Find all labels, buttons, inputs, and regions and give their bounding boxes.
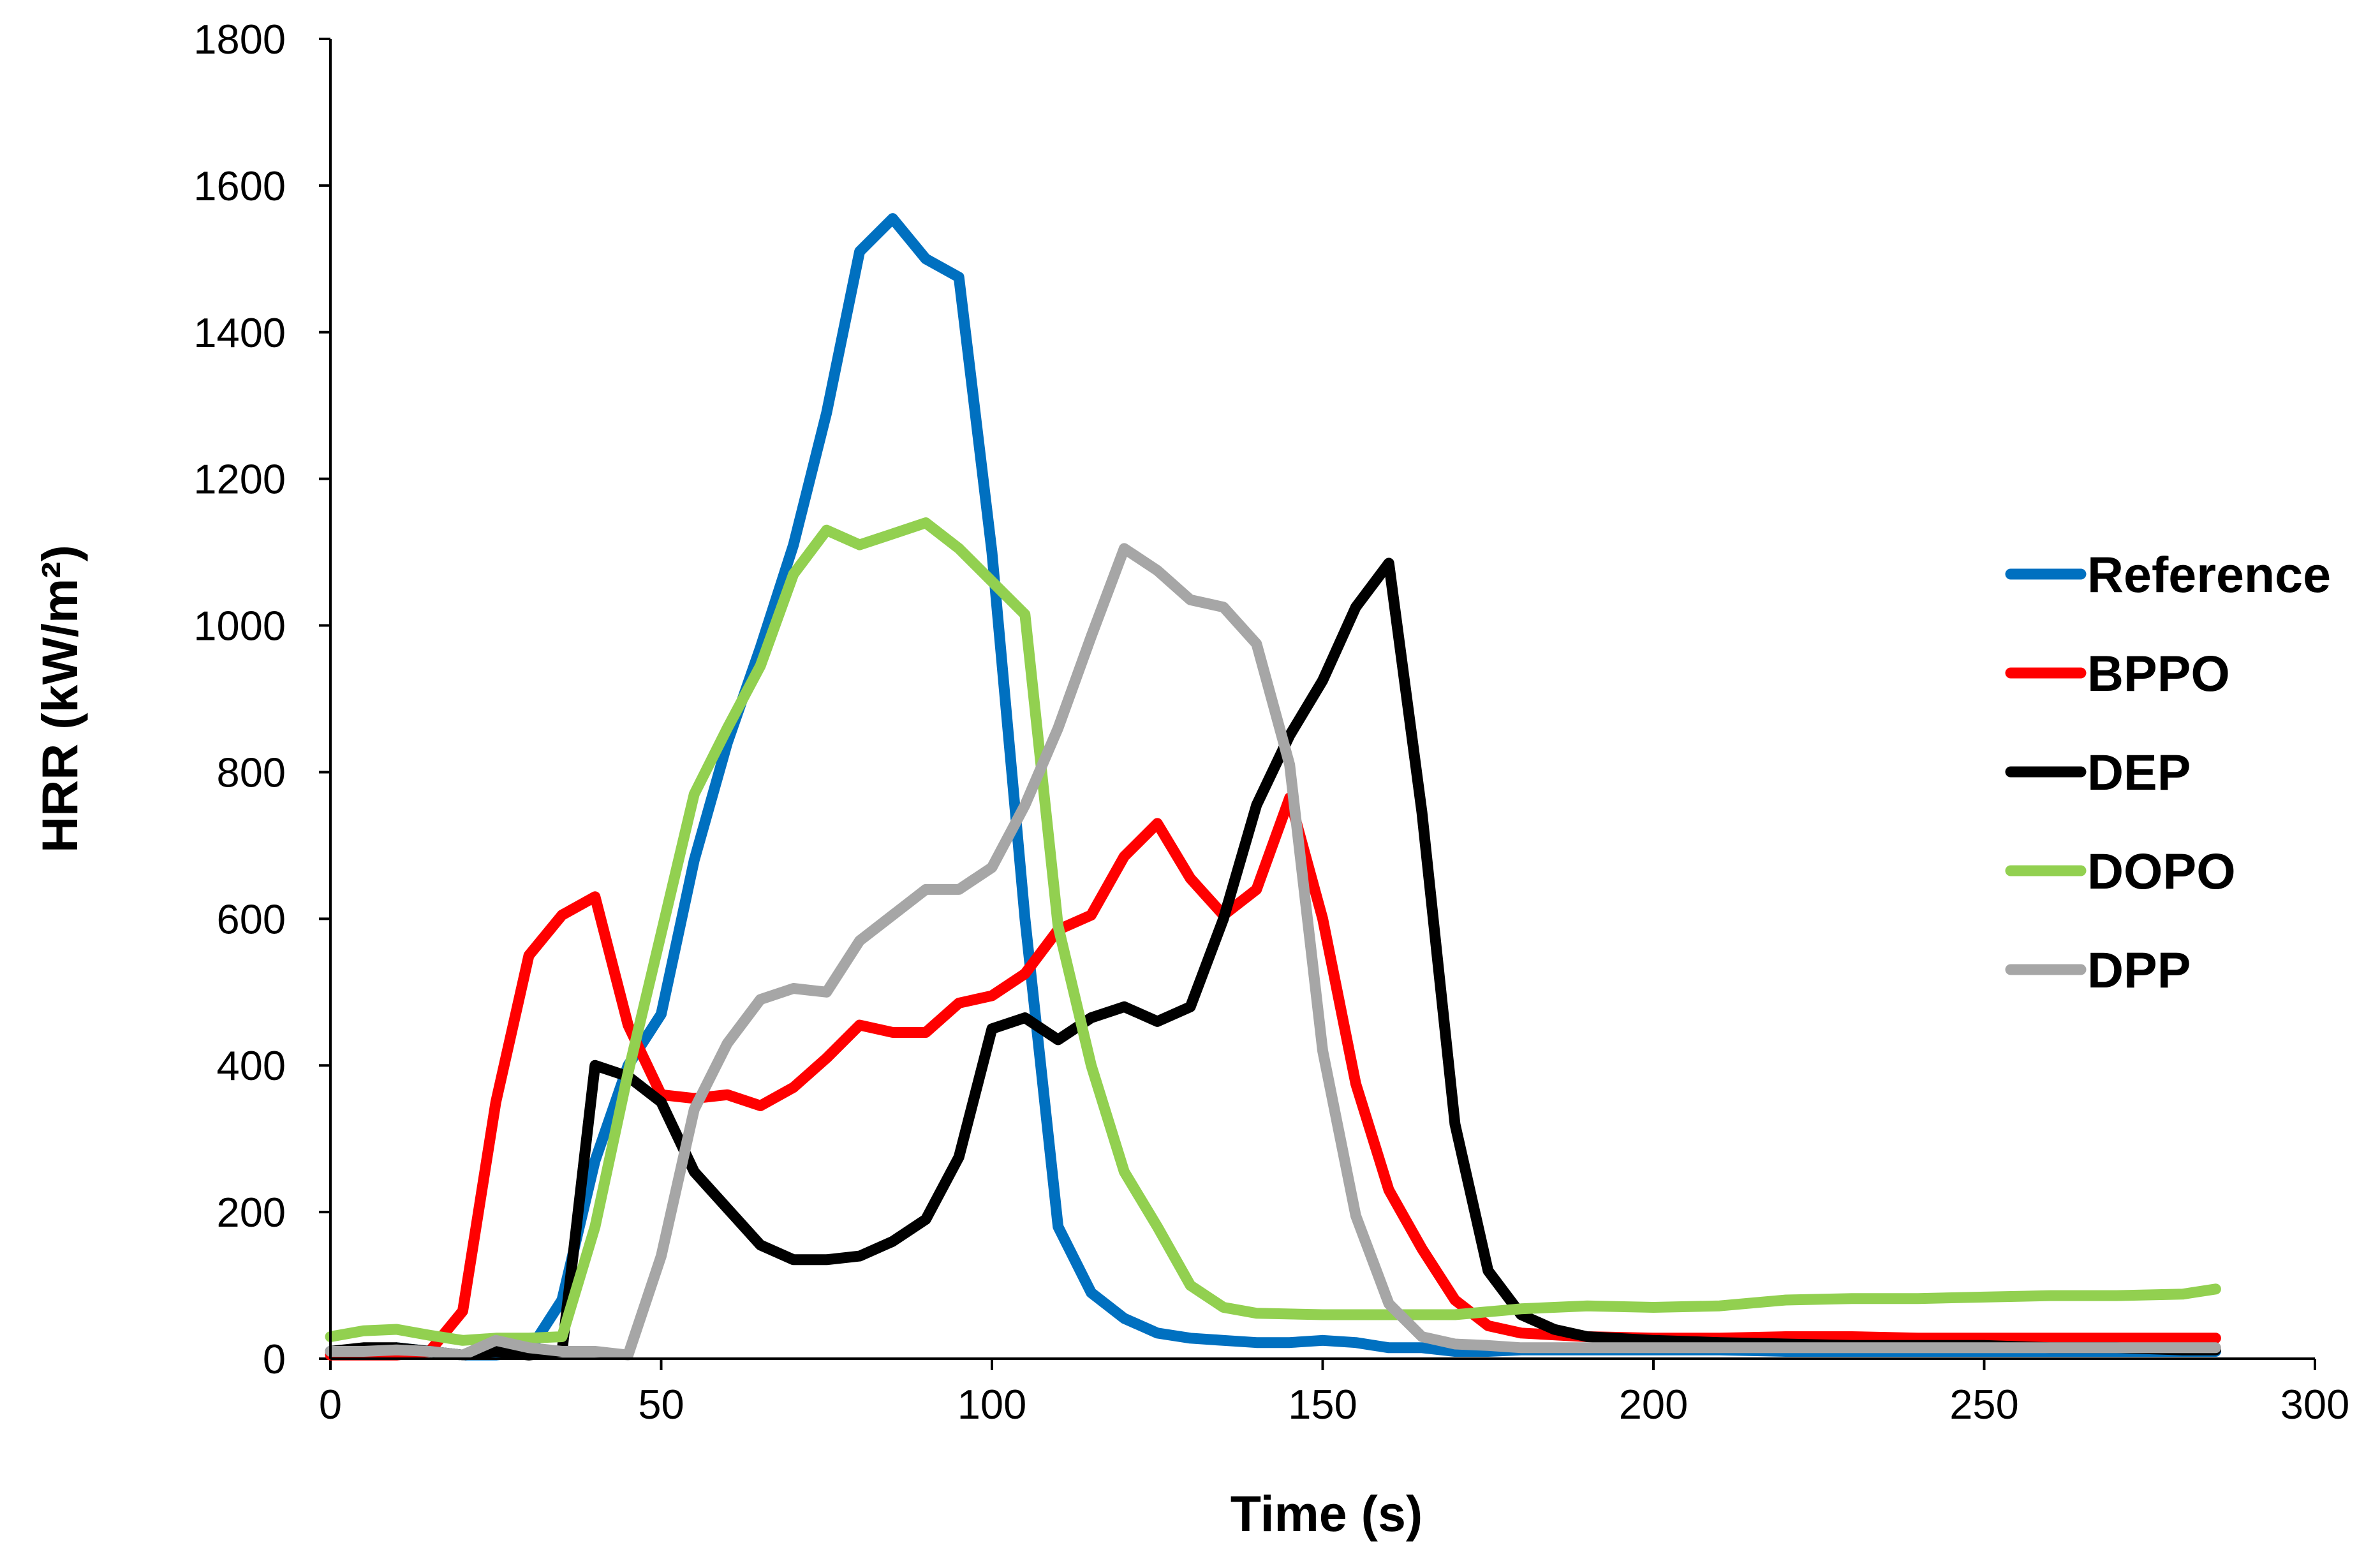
x-tick-label: 100: [957, 1381, 1026, 1428]
legend-item-reference: Reference: [2005, 546, 2331, 603]
y-tick-label: 1000: [193, 603, 286, 649]
y-tick-label: 800: [217, 749, 286, 795]
y-tick-label: 1400: [193, 309, 286, 356]
y-tick-label: 400: [217, 1042, 286, 1089]
x-tick-label: 150: [1288, 1381, 1357, 1428]
legend-item-dep: DEP: [2005, 744, 2191, 801]
y-tick-label: 0: [263, 1336, 286, 1382]
legend-label: BPPO: [2087, 645, 2230, 702]
y-tick-label: 600: [217, 896, 286, 942]
legend-label: DEP: [2087, 744, 2191, 801]
legend-label: Reference: [2087, 546, 2331, 603]
x-tick-label: 0: [319, 1381, 342, 1428]
series-line-dopo: [325, 517, 2221, 1346]
x-tick-label: 250: [1949, 1381, 2018, 1428]
y-tick-label: 200: [217, 1189, 286, 1236]
legend-item-dopo: DOPO: [2005, 843, 2236, 899]
legend: Reference BPPO DEP DOPO DPP: [2005, 546, 2331, 998]
series-line-reference: [325, 213, 2221, 1361]
y-axis-title: HRR (kW/m²): [31, 545, 88, 853]
y-tick-label: 1800: [193, 16, 286, 63]
legend-item-dpp: DPP: [2005, 942, 2191, 998]
legend-item-bppo: BPPO: [2005, 645, 2230, 702]
x-tick-label: 300: [2280, 1381, 2349, 1428]
x-tick-label: 200: [1619, 1381, 1688, 1428]
x-tick-label: 50: [638, 1381, 684, 1428]
y-axis-ticks: 0 200 400 600 800 1000 1200 1400 1600 1800: [193, 16, 330, 1382]
x-axis-ticks: 0 50 100 150 200 250 300: [319, 1359, 2349, 1428]
y-tick-label: 1600: [193, 163, 286, 209]
x-axis-title: Time (s): [1231, 1485, 1423, 1542]
legend-label: DOPO: [2087, 843, 2236, 899]
series-line-dpp: [325, 543, 2221, 1361]
legend-label: DPP: [2087, 942, 2191, 998]
y-tick-label: 1200: [193, 456, 286, 503]
series-lines: [325, 213, 2221, 1361]
